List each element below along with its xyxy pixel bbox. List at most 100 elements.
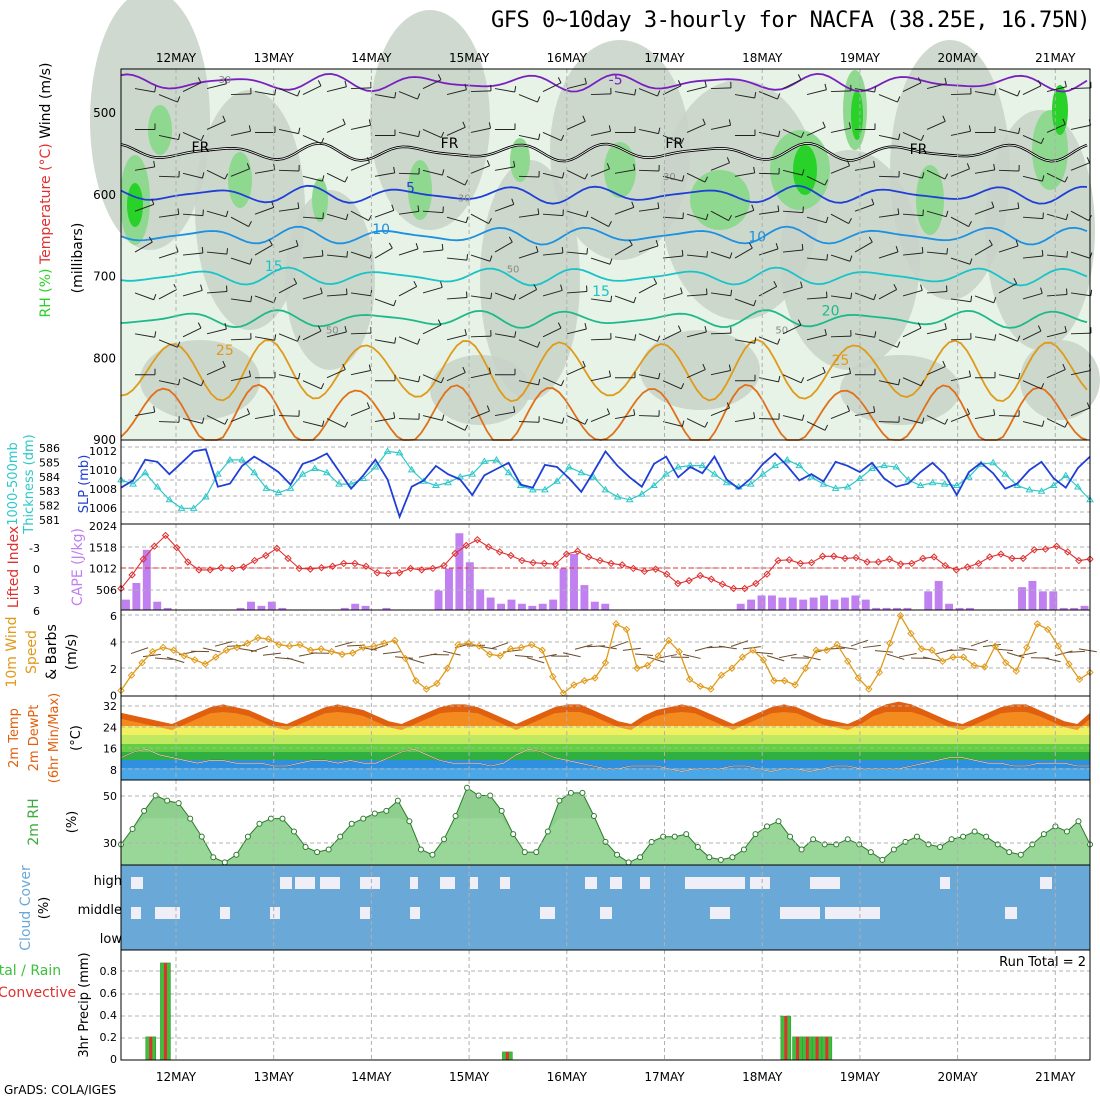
isotherm-line	[120, 338, 1088, 403]
wind-barb	[998, 207, 1019, 212]
lifted-marker	[395, 569, 404, 577]
thickness-marker	[1037, 487, 1046, 494]
wind-barb	[470, 213, 489, 225]
wind-barb	[560, 134, 565, 141]
wind-barb	[614, 295, 634, 304]
wind-barb	[874, 86, 877, 93]
wind-barb	[926, 169, 946, 180]
wind-barb	[511, 198, 515, 205]
y-tick-label: 600	[93, 188, 116, 202]
thickness-marker	[795, 461, 804, 469]
wind-barb	[321, 175, 325, 182]
rh2m-marker	[141, 807, 148, 814]
panel5-ylabel: 2m Temp	[7, 708, 22, 768]
cape-bar	[893, 607, 901, 610]
wind10-barb	[1018, 651, 1037, 657]
lifted-marker	[607, 559, 615, 568]
lifted-marker	[785, 556, 793, 564]
wind-barb	[494, 88, 515, 93]
thickness-marker	[952, 481, 961, 489]
wind-barb	[494, 166, 515, 171]
wind10-marker	[907, 629, 915, 638]
wind-barb	[278, 88, 298, 97]
y-tick-left: 581	[39, 514, 60, 527]
lifted-marker	[585, 553, 593, 561]
wind-barb	[704, 421, 709, 428]
wind10-marker	[707, 685, 715, 693]
thickness-marker	[323, 468, 331, 476]
wind-barb	[542, 377, 562, 387]
cloud-high-gap	[470, 877, 478, 889]
wind10-marker	[633, 664, 641, 672]
lifted-marker	[551, 560, 560, 568]
wind10-barb	[682, 653, 701, 659]
thickness-marker	[831, 484, 840, 491]
wind10-marker	[443, 664, 452, 672]
wind-barb	[374, 94, 395, 99]
cape-bar	[788, 597, 797, 610]
wind-barb	[680, 383, 685, 390]
wind-barb	[542, 289, 563, 297]
wind-barb	[614, 414, 635, 420]
wind10-marker	[401, 654, 410, 663]
lifted-marker	[1008, 554, 1016, 563]
wind-barb	[878, 94, 898, 103]
wind10-barb	[130, 647, 149, 655]
cape-bar	[122, 599, 130, 610]
wind-barb	[518, 339, 538, 348]
precip-convective-bar	[825, 1036, 829, 1060]
wind-barb	[254, 169, 275, 174]
isotherm-freezing-inner	[120, 142, 1088, 162]
wind-barb	[297, 202, 300, 209]
wind-barb	[274, 334, 277, 341]
wind-barb	[686, 254, 707, 258]
wind-barb	[998, 88, 1018, 97]
wind10-marker	[591, 674, 599, 682]
wind-barb	[1064, 176, 1069, 183]
wind-barb	[631, 201, 635, 208]
wind-barb	[728, 364, 732, 371]
wind-barb	[824, 83, 827, 90]
wind-barb	[734, 298, 754, 307]
wind-barb	[320, 383, 325, 390]
wind-barb	[782, 249, 803, 253]
wind10-marker	[570, 681, 578, 689]
x-tick-label-bottom: 20MAY	[937, 1070, 978, 1084]
rh2m-marker	[913, 833, 920, 840]
wind-barb	[182, 252, 203, 256]
wind-barb	[226, 248, 229, 255]
thickness-marker	[650, 481, 658, 489]
wind-barb	[686, 418, 706, 428]
rh2m-marker	[1017, 851, 1024, 858]
wind-barb	[182, 82, 202, 93]
lifted-marker	[507, 551, 515, 560]
wind10-barb	[1042, 657, 1061, 663]
lifted-marker	[451, 549, 459, 558]
wind-barb	[346, 251, 349, 258]
wind-barb	[686, 294, 707, 297]
wind-barb	[998, 374, 1019, 380]
wind-barb	[350, 87, 372, 90]
cape-bar	[278, 607, 287, 610]
lifted-marker	[685, 576, 693, 585]
wind-barb	[753, 412, 756, 419]
wind10-barb	[958, 647, 977, 651]
cape-bar	[934, 580, 943, 610]
wind-barb	[153, 406, 156, 413]
lifted-marker	[462, 541, 470, 550]
wind-barb	[638, 169, 660, 172]
wind-barb	[1013, 278, 1018, 284]
wind-barb	[561, 417, 565, 424]
wind-barb	[782, 415, 803, 421]
thickness-marker	[662, 470, 670, 477]
cape-bar	[851, 595, 860, 610]
wind-barb	[248, 370, 252, 377]
ylabel-part: Wind (m/s)	[38, 63, 54, 144]
lifted-marker	[250, 556, 259, 565]
wind-barb	[902, 252, 923, 256]
isotherm-label: FR	[441, 136, 459, 152]
rh2m-marker	[948, 836, 955, 843]
thickness-marker	[771, 461, 779, 469]
wind-barb	[950, 257, 971, 265]
